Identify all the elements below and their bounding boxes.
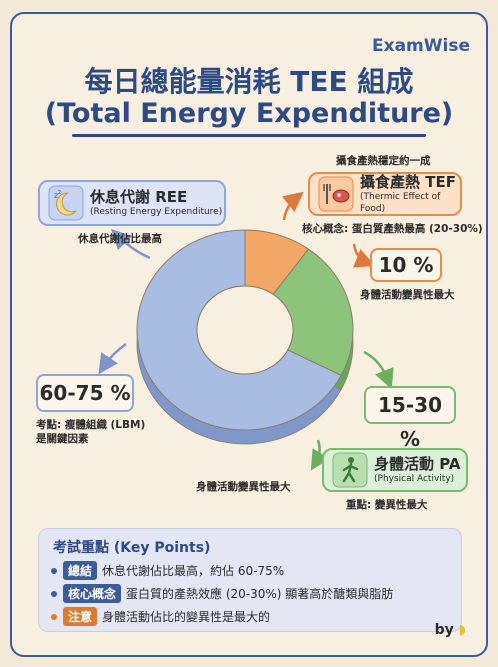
arrow-to-pa-percent <box>363 350 394 390</box>
bullet-dot <box>51 590 57 597</box>
key-point-text: 休息代謝佔比最高，約佔 60-75% <box>102 564 285 578</box>
ree-note: 休息代謝佔比最高 <box>78 233 162 245</box>
donut-hole <box>196 285 294 375</box>
tef-top-note: 攝食產熱穩定約一成 <box>336 155 431 167</box>
bullet-dot <box>51 613 57 620</box>
key-point-text: 蛋白質的產熱效應 (20-30%) 顯著高於醣類與脂肪 <box>126 587 394 601</box>
pa-label: 身體活動 PA <box>374 454 461 473</box>
tef-label: 攝食產熱 TEF <box>360 172 456 191</box>
key-point-tag: 注意 <box>63 607 98 626</box>
key-point-row: 核心概念 蛋白質的產熱效應 (20-30%) 顯著高於醣類與脂肪 <box>51 584 393 603</box>
svg-text:z: z <box>54 191 58 200</box>
ree-label: 休息代謝 REE <box>90 187 188 206</box>
arrow-to-ree-percent <box>98 342 127 375</box>
arrow-to-tef-percent <box>352 243 376 268</box>
key-point-tag: 總結 <box>63 561 98 580</box>
pa-percent: 15-30 % <box>364 386 456 451</box>
brand-label: ExamWise <box>372 36 470 56</box>
svg-text:z: z <box>58 189 61 196</box>
pa-card: 身體活動 PA (Physical Activity) <box>322 448 468 492</box>
pa-left-note: 身體活動變異性最大 <box>196 481 291 493</box>
title-line-1: 每日總能量消耗 TEE 組成 <box>84 65 414 98</box>
ree-exam-note-2: 是關鍵因素 <box>36 433 89 445</box>
arrow-to-ree <box>110 228 151 260</box>
key-point-text: 身體活動佔比的變異性是最大的 <box>102 610 271 624</box>
key-points-heading: 考試重點 (Key Points) <box>53 540 211 556</box>
ree-exam-note-1: 考點: 瘦體組織 (LBM) <box>36 419 146 431</box>
tef-percent: 10 % <box>370 248 442 282</box>
key-points-box: 考試重點 (Key Points) 總結 休息代謝佔比最高，約佔 60-75% … <box>38 528 462 632</box>
walking-person-icon <box>332 452 368 488</box>
byline: by ◗ <box>435 622 466 638</box>
bullet-dot <box>51 567 57 574</box>
arrow-to-pa <box>310 439 330 471</box>
title-line-2: (Total Energy Expenditure) <box>44 98 454 129</box>
tef-english: (Thermic Effect of Food) <box>360 191 441 214</box>
byline-text: by <box>434 622 454 638</box>
ree-card: z z 休息代謝 REE (Resting Energy Expenditure… <box>38 180 226 226</box>
banana-icon: ◗ <box>458 622 466 638</box>
arrow-to-tef <box>281 191 304 221</box>
tef-core-note: 核心概念: 蛋白質產熱最高 (20-30%) <box>302 223 483 235</box>
key-point-tag: 核心概念 <box>63 584 122 603</box>
ree-english: (Resting Energy Expenditure) <box>90 206 223 217</box>
food-icon <box>318 176 354 212</box>
sleeping-moon-icon: z z <box>48 185 84 221</box>
key-point-row: 注意 身體活動佔比的變異性是最大的 <box>51 607 270 626</box>
pa-english: (Physical Activity) <box>374 473 455 484</box>
title-underline <box>72 134 426 137</box>
tef-card: 攝食產熱 TEF (Thermic Effect of Food) <box>308 172 462 216</box>
pa-key-note: 重點: 變異性最大 <box>346 499 428 511</box>
tef-below-note: 身體活動變異性最大 <box>360 289 455 301</box>
key-point-row: 總結 休息代謝佔比最高，約佔 60-75% <box>51 561 284 580</box>
ree-percent: 60-75 % <box>36 374 134 412</box>
